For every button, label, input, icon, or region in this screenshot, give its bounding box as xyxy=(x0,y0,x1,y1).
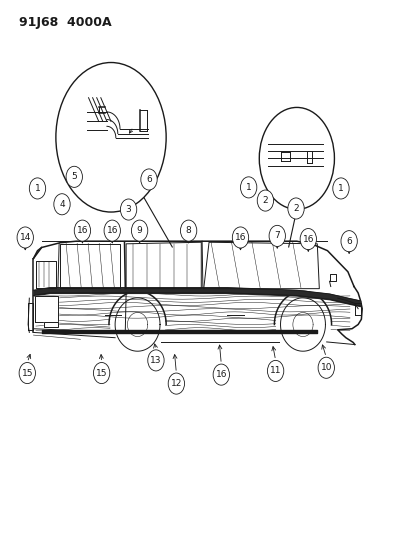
Circle shape xyxy=(232,227,248,248)
Circle shape xyxy=(332,178,348,199)
Text: 1: 1 xyxy=(35,184,40,193)
Text: 2: 2 xyxy=(292,204,298,213)
Text: 16: 16 xyxy=(234,233,246,242)
Circle shape xyxy=(180,220,196,241)
Text: 15: 15 xyxy=(96,368,107,377)
Ellipse shape xyxy=(56,62,166,212)
Circle shape xyxy=(299,229,316,249)
Text: 10: 10 xyxy=(320,364,331,372)
Polygon shape xyxy=(43,322,58,327)
Text: 7: 7 xyxy=(274,231,280,240)
Circle shape xyxy=(131,220,147,241)
Text: 2: 2 xyxy=(262,196,268,205)
Circle shape xyxy=(287,198,304,219)
Circle shape xyxy=(317,357,334,378)
Circle shape xyxy=(120,199,136,220)
Text: 16: 16 xyxy=(302,235,313,244)
Polygon shape xyxy=(35,295,58,322)
Text: 8: 8 xyxy=(185,226,191,235)
Text: 4: 4 xyxy=(59,200,65,209)
Text: 16: 16 xyxy=(215,370,226,379)
Text: 9: 9 xyxy=(136,226,142,235)
Text: 15: 15 xyxy=(21,368,33,377)
Text: 11: 11 xyxy=(269,366,281,375)
Circle shape xyxy=(17,227,33,248)
Circle shape xyxy=(93,362,109,384)
Circle shape xyxy=(29,178,45,199)
Ellipse shape xyxy=(259,108,334,209)
Circle shape xyxy=(240,177,256,198)
Text: 3: 3 xyxy=(126,205,131,214)
Circle shape xyxy=(147,350,164,371)
Circle shape xyxy=(256,190,273,211)
Text: 6: 6 xyxy=(345,237,351,246)
Circle shape xyxy=(74,220,90,241)
Text: 1: 1 xyxy=(245,183,251,192)
Circle shape xyxy=(19,362,36,384)
Text: 91J68  4000A: 91J68 4000A xyxy=(19,16,112,29)
Circle shape xyxy=(267,360,283,382)
Circle shape xyxy=(213,364,229,385)
Circle shape xyxy=(268,225,285,246)
Text: 14: 14 xyxy=(19,233,31,242)
Text: 16: 16 xyxy=(76,226,88,235)
Text: 16: 16 xyxy=(106,226,118,235)
Text: 5: 5 xyxy=(71,172,77,181)
Circle shape xyxy=(140,169,157,190)
Circle shape xyxy=(104,220,120,241)
Circle shape xyxy=(54,193,70,215)
Circle shape xyxy=(168,373,184,394)
Text: 6: 6 xyxy=(146,175,152,184)
Text: 1: 1 xyxy=(337,184,343,193)
Text: 12: 12 xyxy=(170,379,182,388)
Circle shape xyxy=(340,231,356,252)
Text: 13: 13 xyxy=(150,356,161,365)
Circle shape xyxy=(66,166,82,188)
